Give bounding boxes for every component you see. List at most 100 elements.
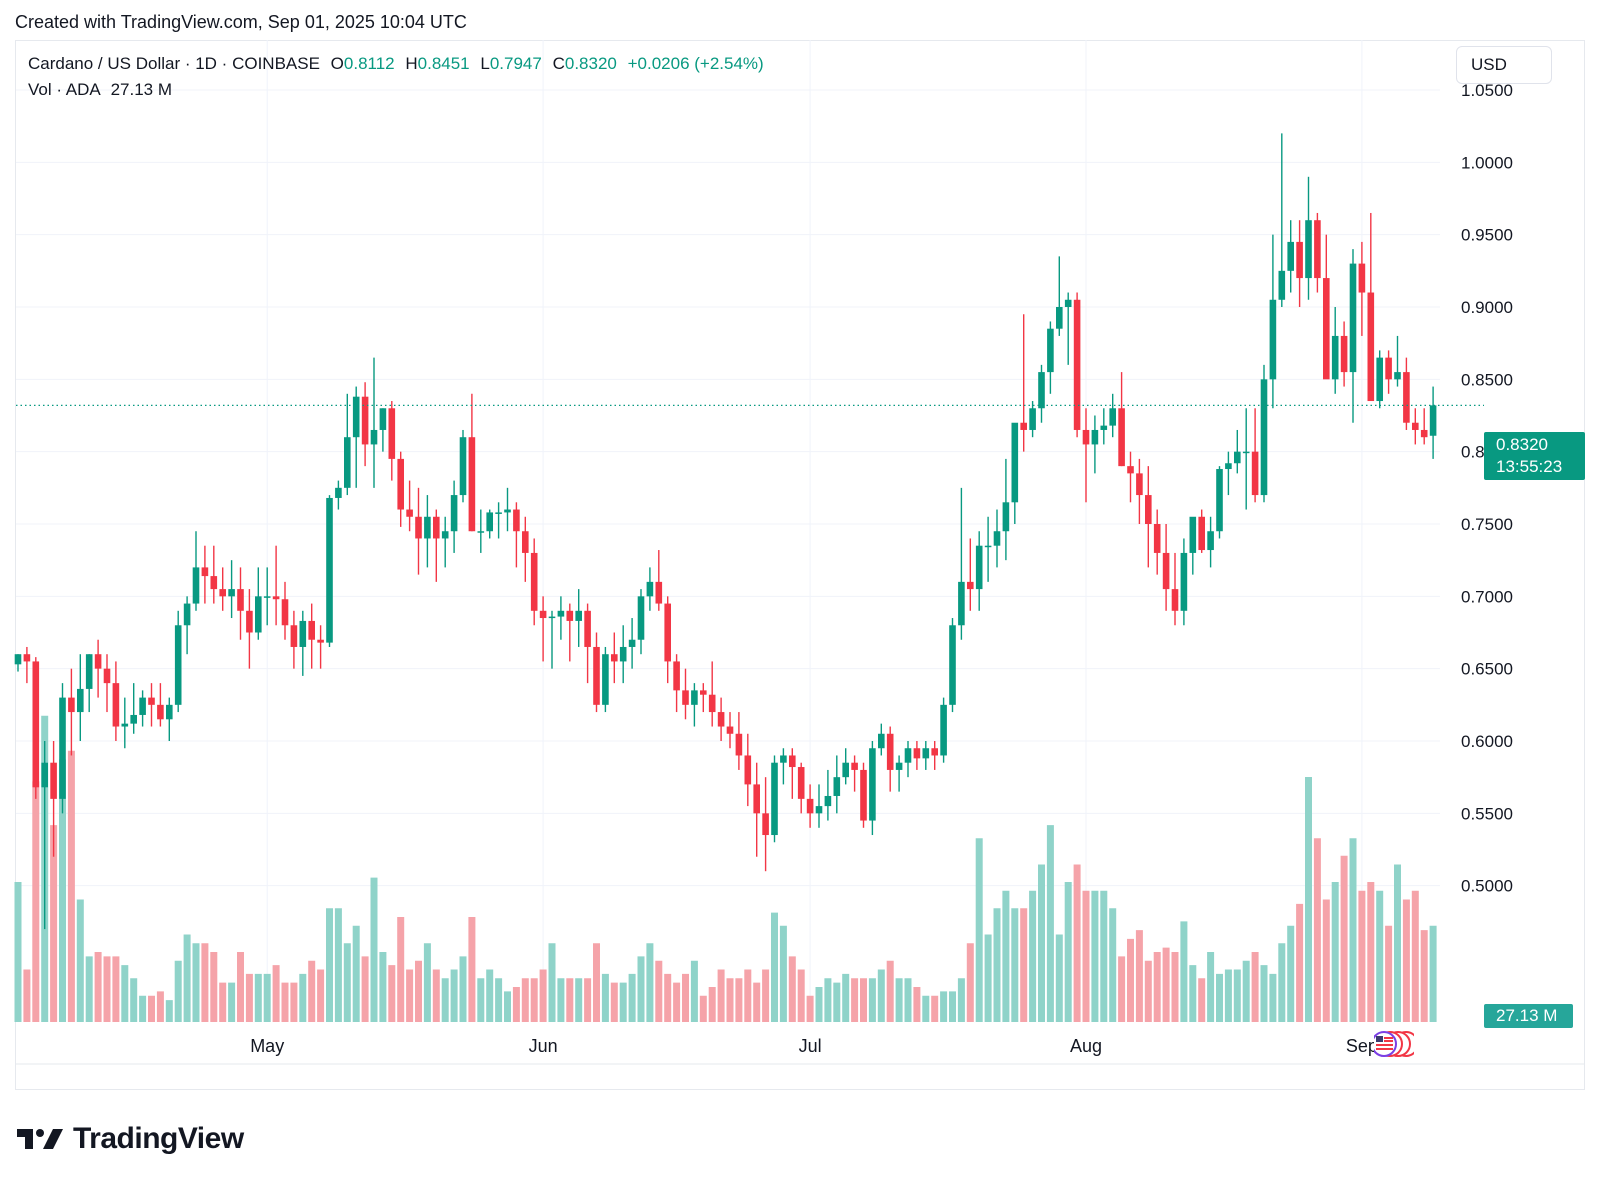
candle-body[interactable] <box>1278 270 1286 300</box>
candle-body[interactable] <box>1429 405 1437 436</box>
candle-body[interactable] <box>851 762 858 770</box>
candle-body[interactable] <box>664 603 671 662</box>
candle-body[interactable] <box>860 769 867 821</box>
candle-body[interactable] <box>1349 263 1357 373</box>
candle-body[interactable] <box>958 581 965 626</box>
candle-body[interactable] <box>1064 299 1072 307</box>
candle-body[interactable] <box>557 610 565 617</box>
candle-body[interactable] <box>1029 408 1036 430</box>
candle-body[interactable] <box>1331 335 1339 380</box>
candle-body[interactable] <box>441 531 449 539</box>
candle-body[interactable] <box>1162 552 1170 590</box>
candle-body[interactable] <box>1136 473 1143 496</box>
candle-body[interactable] <box>459 437 467 496</box>
candle-body[interactable] <box>522 531 529 553</box>
candle-body[interactable] <box>602 654 609 705</box>
candle-body[interactable] <box>1198 516 1205 551</box>
currency-button[interactable]: USD <box>1456 46 1552 84</box>
candle-body[interactable] <box>1376 357 1383 402</box>
candle-body[interactable] <box>513 509 520 532</box>
candle-body[interactable] <box>878 733 885 749</box>
candle-body[interactable] <box>913 748 921 759</box>
candle-body[interactable] <box>611 654 618 662</box>
candle-body[interactable] <box>157 704 164 720</box>
candle-body[interactable] <box>237 589 244 611</box>
candle-body[interactable] <box>174 625 182 705</box>
candle-body[interactable] <box>575 610 582 621</box>
candle-body[interactable] <box>352 396 360 438</box>
candle-body[interactable] <box>495 512 502 514</box>
candle-body[interactable] <box>993 531 1001 546</box>
candle-body[interactable] <box>263 596 271 598</box>
candle-body[interactable] <box>682 690 689 705</box>
candle-body[interactable] <box>121 723 129 727</box>
candle-body[interactable] <box>895 762 903 770</box>
candle-body[interactable] <box>32 661 40 788</box>
candle-body[interactable] <box>1225 463 1232 470</box>
candle-body[interactable] <box>415 516 422 539</box>
candle-body[interactable] <box>77 688 84 713</box>
candle-body[interactable] <box>85 654 93 689</box>
candle-body[interactable] <box>50 762 57 799</box>
candle-body[interactable] <box>1109 408 1116 426</box>
candle-body[interactable] <box>593 646 600 705</box>
candle-body[interactable] <box>646 581 654 597</box>
candle-body[interactable] <box>691 690 698 705</box>
candle-body[interactable] <box>833 777 841 796</box>
candle-body[interactable] <box>1242 451 1250 454</box>
candle-body[interactable] <box>1145 495 1152 524</box>
candle-body[interactable] <box>922 748 930 759</box>
candle-body[interactable] <box>361 396 369 445</box>
candle-body[interactable] <box>1420 429 1428 438</box>
candle-body[interactable] <box>949 625 956 705</box>
candle-body[interactable] <box>406 509 413 517</box>
candle-body[interactable] <box>130 714 137 724</box>
candle-body[interactable] <box>530 552 538 611</box>
candle-body[interactable] <box>477 531 485 533</box>
candle-body[interactable] <box>219 589 226 597</box>
candle-body[interactable] <box>344 437 351 488</box>
candle-body[interactable] <box>1020 422 1027 430</box>
candle-body[interactable] <box>842 762 849 778</box>
candle-body[interactable] <box>1269 299 1277 380</box>
candle-body[interactable] <box>1038 372 1045 409</box>
candle-body[interactable] <box>468 437 476 532</box>
candle-body[interactable] <box>370 429 378 445</box>
candle-body[interactable] <box>1287 241 1294 271</box>
candle-body[interactable] <box>290 625 298 647</box>
candle-body[interactable] <box>148 697 155 705</box>
candle-body[interactable] <box>308 620 315 640</box>
candle-body[interactable] <box>1091 429 1099 445</box>
candle-body[interactable] <box>192 567 200 604</box>
candle-body[interactable] <box>700 690 707 695</box>
candle-body[interactable] <box>975 545 983 590</box>
candle-body[interactable] <box>886 733 894 770</box>
candle-body[interactable] <box>869 748 876 821</box>
candle-body[interactable] <box>335 487 342 498</box>
candle-body[interactable] <box>299 620 307 647</box>
economic-events-icon[interactable] <box>1374 1028 1414 1068</box>
candle-body[interactable] <box>673 661 680 691</box>
candle-body[interactable] <box>1314 220 1321 279</box>
candle-body[interactable] <box>1385 357 1392 380</box>
candle-body[interactable] <box>566 610 574 621</box>
candle-body[interactable] <box>1234 451 1241 464</box>
candle-body[interactable] <box>68 697 75 713</box>
candle-body[interactable] <box>379 408 387 430</box>
tradingview-logo[interactable]: TradingView <box>17 1122 244 1156</box>
candle-body[interactable] <box>1340 335 1348 373</box>
candle-body[interactable] <box>1216 469 1223 532</box>
candle-body[interactable] <box>424 516 431 539</box>
candle-body[interactable] <box>450 495 458 532</box>
candle-body[interactable] <box>139 697 146 715</box>
candle-body[interactable] <box>1189 516 1197 553</box>
candle-body[interactable] <box>486 512 493 532</box>
candle-body[interactable] <box>1073 299 1081 430</box>
candle-body[interactable] <box>281 599 289 626</box>
candle-body[interactable] <box>433 516 440 539</box>
candle-body[interactable] <box>984 545 992 548</box>
candle-body[interactable] <box>388 408 396 459</box>
candle-body[interactable] <box>1082 429 1090 445</box>
candle-body[interactable] <box>1047 328 1054 373</box>
